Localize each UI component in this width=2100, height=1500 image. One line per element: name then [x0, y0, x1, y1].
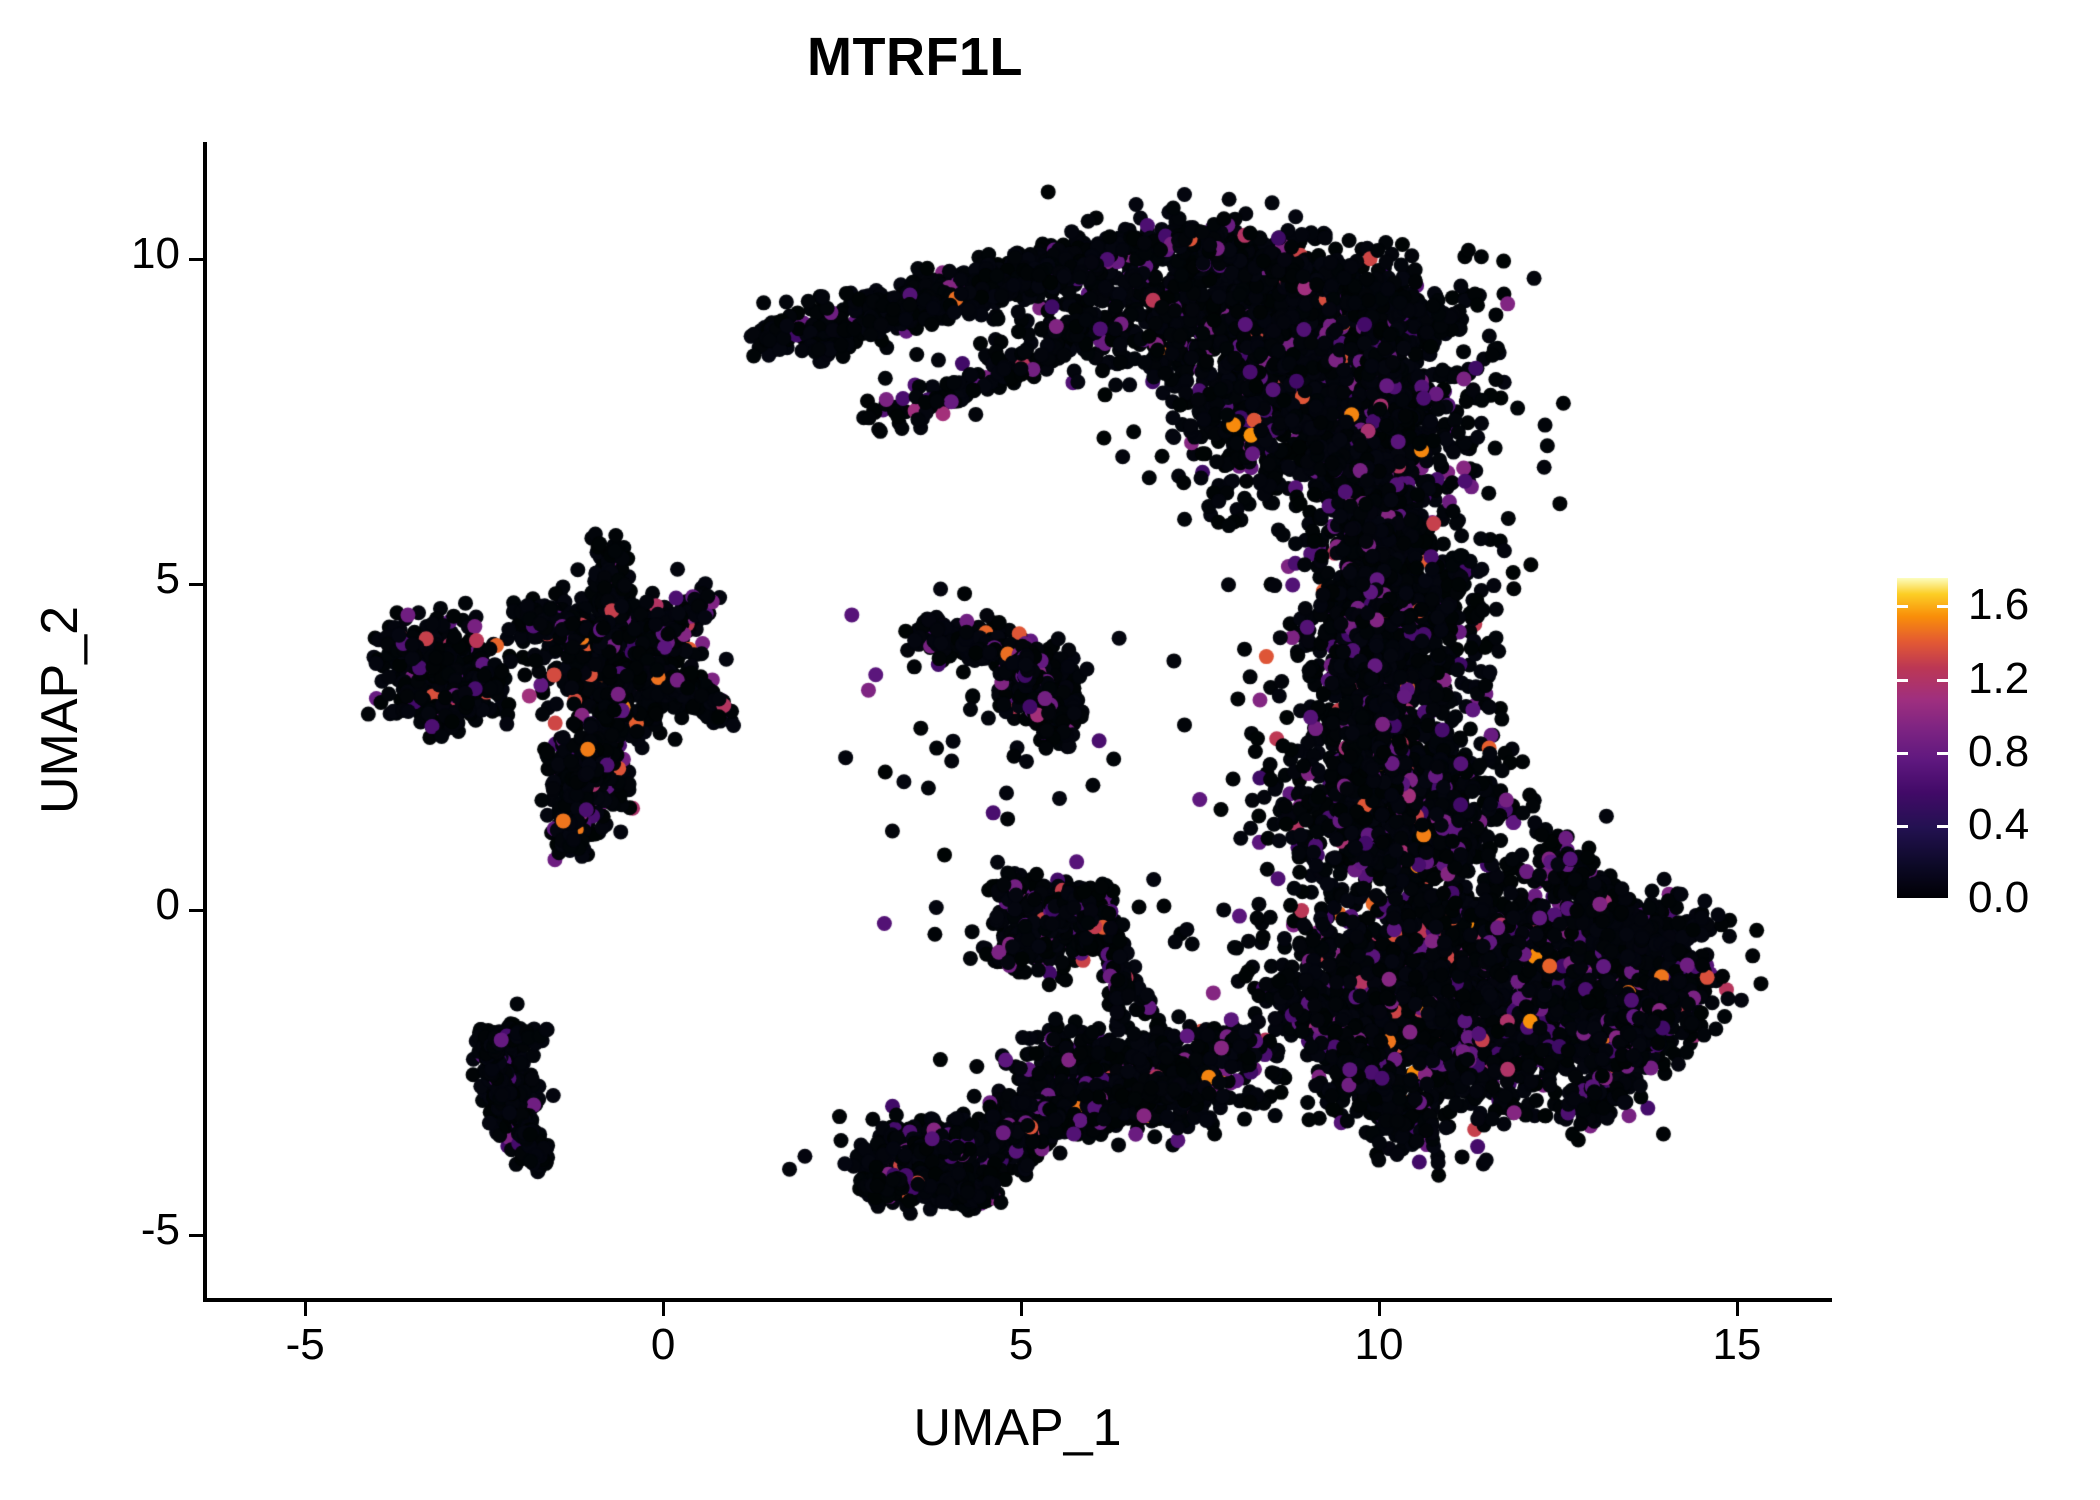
y-tick-label-text: 5	[155, 554, 180, 604]
colorbar-legend: 1.6 1.2 0.8 0.4 0.0	[1890, 570, 2090, 922]
colorbar-tick-label: 0.8	[1968, 726, 2030, 776]
colorbar-tick-mark	[1937, 824, 1948, 828]
y-tick-label-text: -5	[140, 1204, 180, 1254]
y-tick-label-text: 10	[131, 229, 180, 279]
colorbar-tick-mark	[1897, 898, 1908, 901]
colorbar-tick-mark	[1937, 898, 1948, 901]
colorbar-tick-label: 1.6	[1968, 580, 2030, 630]
colorbar-tick-mark	[1937, 751, 1948, 755]
x-tick-mark	[1020, 1302, 1024, 1316]
plot-panel	[205, 142, 1830, 1300]
x-tick-label: 5	[921, 1320, 1121, 1370]
y-tick-mark	[189, 583, 203, 587]
colorbar-gradient	[1897, 578, 1948, 898]
x-tick-label: 15	[1637, 1320, 1837, 1370]
x-tick-label-text: 5	[1008, 1320, 1034, 1369]
x-axis-title: UMAP_1	[913, 1399, 1122, 1457]
page-title: MTRF1L	[807, 27, 1023, 87]
colorbar-tick-label: 1.2	[1968, 653, 2030, 703]
colorbar-tick-mark	[1897, 751, 1908, 755]
x-tick-mark	[1378, 1302, 1381, 1316]
x-tick-mark	[662, 1302, 666, 1316]
x-tick-label-text: 0	[650, 1320, 676, 1369]
x-tick-mark	[1735, 1302, 1739, 1316]
y-tick-mark	[189, 1233, 203, 1237]
colorbar-tick-mark	[1897, 605, 1908, 609]
y-tick-label: 5	[10, 554, 180, 604]
y-tick-mark	[189, 908, 203, 912]
y-tick-label: 10	[10, 229, 180, 279]
x-tick-label: -5	[205, 1320, 405, 1370]
colorbar-tick-mark	[1897, 678, 1908, 682]
x-tick-label-text: -5	[285, 1320, 325, 1369]
colorbar-tick-mark	[1937, 605, 1948, 609]
x-tick-mark	[304, 1302, 308, 1316]
y-axis-line	[203, 142, 207, 1302]
colorbar-tick-label: 0.0	[1968, 873, 2030, 922]
x-tick-label: 0	[563, 1320, 763, 1370]
y-tick-label-text: 0	[155, 879, 180, 929]
y-tick-label: 0	[10, 880, 180, 930]
x-tick-label-text: 15	[1712, 1320, 1762, 1369]
colorbar-tick-mark	[1897, 824, 1908, 828]
y-tick-mark	[189, 258, 203, 262]
x-tick-label: 10	[1279, 1320, 1479, 1370]
y-axis-title: UMAP_2	[31, 605, 89, 815]
colorbar-tick-label: 0.4	[1968, 799, 2030, 849]
y-tick-label: -5	[10, 1205, 180, 1255]
x-tick-label-text: 10	[1354, 1320, 1404, 1369]
colorbar-tick-mark	[1937, 678, 1948, 682]
x-axis-line	[203, 1298, 1832, 1302]
scatter-points-canvas	[205, 142, 1830, 1300]
